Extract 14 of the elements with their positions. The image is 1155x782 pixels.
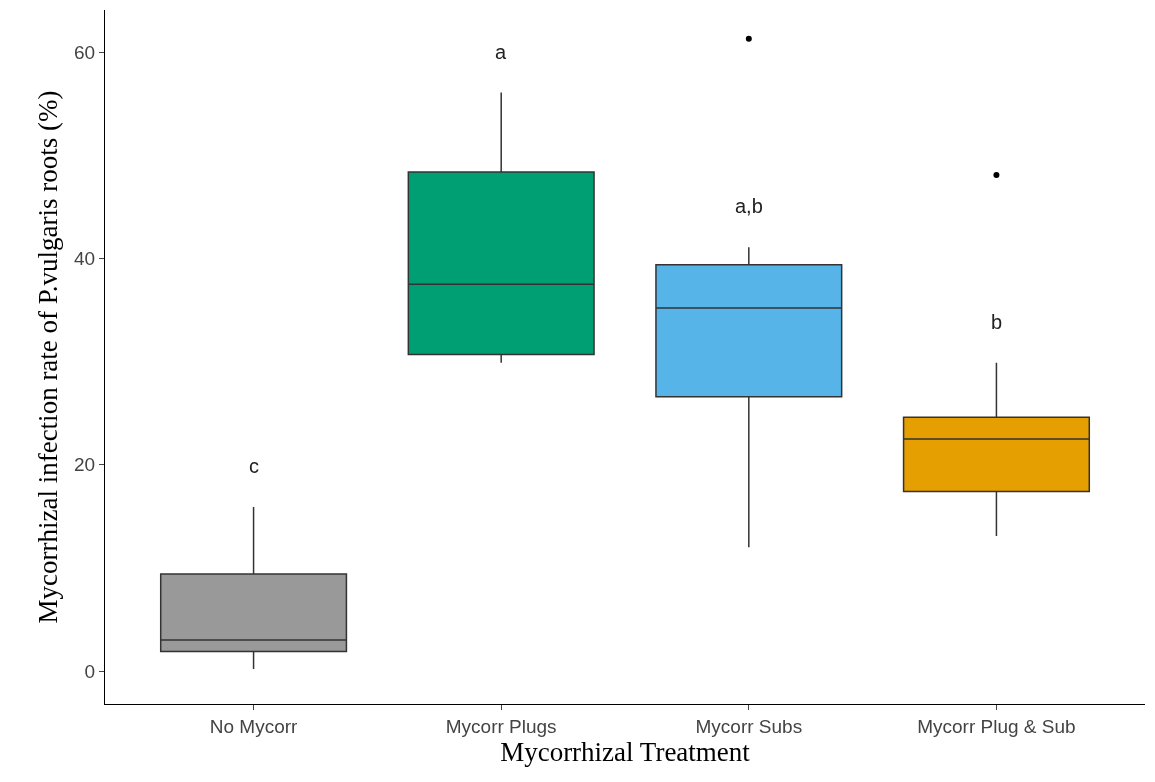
annotation: c <box>249 455 259 477</box>
annotation: a,b <box>735 195 763 217</box>
x-tick-label: Mycorr Plug & Sub <box>917 715 1076 737</box>
x-tick-label: Mycorr Subs <box>695 715 803 737</box>
y-tick-label: 0 <box>84 660 96 682</box>
annotation: a <box>495 41 507 63</box>
y-tick-label: 60 <box>74 41 96 63</box>
annotation: b <box>991 311 1003 333</box>
x-axis-title: Mycorrhizal Treatment <box>500 736 751 767</box>
x-tick-label: No Mycorr <box>209 715 299 737</box>
y-axis-title: Mycorrhizal infection rate of P.vulgaris roots (%) <box>33 90 64 624</box>
y-tick-label: 20 <box>74 454 96 476</box>
x-tick-label: Mycorr Plugs <box>445 715 557 737</box>
y-tick-label: 40 <box>74 248 96 270</box>
